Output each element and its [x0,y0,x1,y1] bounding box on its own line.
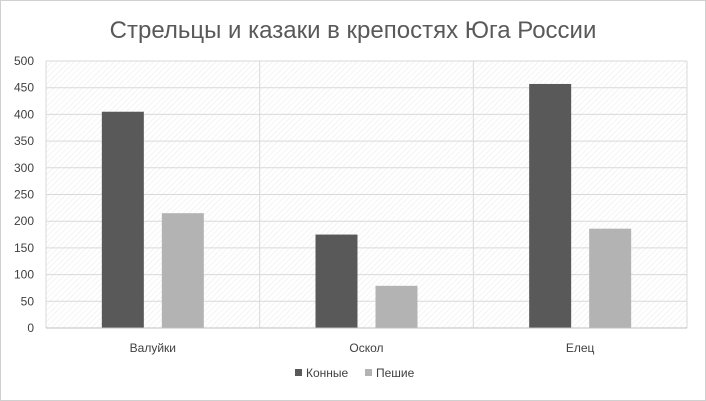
legend-label: Конные [306,366,349,380]
chart-title: Стрельцы и казаки в крепостях Юга России [110,17,597,44]
y-tick-label: 400 [14,107,34,121]
bar-2-0 [529,83,572,328]
gridlines [45,60,688,329]
y-tick-label: 50 [21,294,35,308]
legend-label: Пешие [376,366,415,380]
y-tick-label: 100 [14,268,34,282]
x-tick-label: Валуйки [130,341,176,355]
bar-1-0 [315,234,358,328]
bar-0-0 [101,111,144,328]
x-tick-label: Оскол [349,341,383,355]
y-tick-label: 300 [14,161,34,175]
bar-1-1 [375,285,418,328]
y-tick-label: 150 [14,241,34,255]
y-tick-label: 250 [14,188,34,202]
y-axis: 0 50 100 150 200 250 300 350 400 450 500 [14,54,34,335]
bars [101,83,632,328]
legend: Конные Пешие [295,366,415,380]
y-tick-label: 350 [14,134,34,148]
y-tick-label: 0 [27,321,34,335]
bar-2-1 [589,228,632,328]
y-tick-label: 450 [14,81,34,95]
y-tick-label: 200 [14,214,34,228]
legend-swatch [295,369,302,376]
y-tick-label: 500 [14,54,34,68]
x-axis: Валуйки Оскол Елец [46,327,687,355]
x-tick-label: Елец [566,341,595,355]
legend-swatch [365,369,372,376]
bar-0-1 [161,213,204,328]
